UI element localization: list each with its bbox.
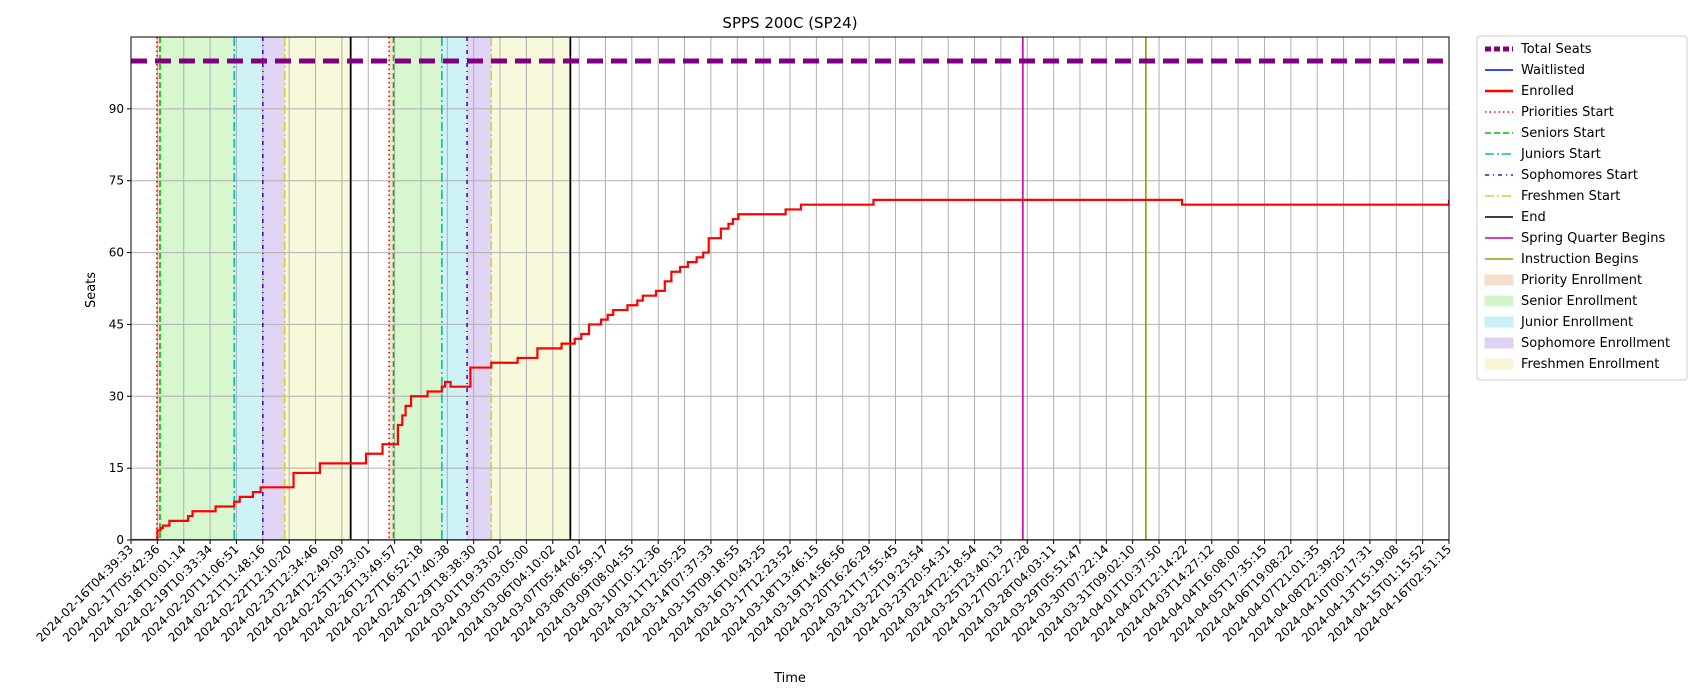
y-tick-label: 15 (109, 461, 124, 475)
span-sophomore-enrollment (262, 37, 285, 540)
legend-box (1476, 35, 1688, 381)
legend-swatch (1484, 316, 1514, 328)
grid (130, 37, 1450, 541)
legend-swatch (1484, 358, 1514, 370)
legend-label: Freshmen Enrollment (1521, 357, 1659, 372)
x-axis-label: Time (773, 671, 806, 686)
legend-swatch (1484, 274, 1514, 286)
legend-label: Enrolled (1521, 84, 1574, 99)
legend-label: Sophomores Start (1521, 168, 1638, 183)
legend-label: Sophomore Enrollment (1521, 336, 1670, 351)
legend: Total Seats Waitlisted Enrolled Priorities … (1476, 35, 1688, 381)
legend-label: Waitlisted (1521, 63, 1585, 78)
span-junior-enrollment (234, 37, 263, 540)
span-sophomore-enrollment (467, 37, 492, 540)
legend-swatch (1484, 295, 1514, 307)
y-tick-label: 45 (109, 317, 124, 331)
legend-swatch (1484, 337, 1514, 349)
legend-label: Spring Quarter Begins (1521, 231, 1665, 246)
span-freshmen-enrollment (284, 37, 351, 540)
legend-label: Freshmen Start (1521, 189, 1620, 204)
y-tick-label: 90 (109, 102, 124, 116)
legend-label: Seniors Start (1521, 126, 1605, 141)
y-axis-label: Seats (84, 272, 99, 308)
span-freshmen-enrollment (491, 37, 571, 540)
legend-label: End (1521, 210, 1546, 225)
span-priority-enrollment (156, 37, 160, 540)
legend-label: Senior Enrollment (1521, 294, 1637, 309)
legend-label: Total Seats (1520, 42, 1592, 57)
span-senior-enrollment (393, 37, 442, 540)
span-priority-enrollment (389, 37, 394, 540)
series-enrolled (131, 198, 1449, 540)
legend-label: Priority Enrollment (1521, 273, 1642, 288)
plot-area: 01530456075902024-02-16T04:39:332024-02-… (34, 36, 1454, 645)
series-group (131, 58, 1449, 540)
legend-label: Priorities Start (1521, 105, 1614, 120)
y-tick-label: 60 (109, 246, 124, 260)
legend-label: Instruction Begins (1521, 252, 1639, 267)
legend-label: Junior Enrollment (1520, 315, 1633, 330)
legend-label: Juniors Start (1520, 147, 1601, 162)
span-junior-enrollment (441, 37, 468, 540)
y-tick-label: 0 (116, 533, 124, 547)
y-tick-label: 75 (109, 174, 124, 188)
chart-title: SPPS 200C (SP24) (722, 14, 857, 32)
span-senior-enrollment (159, 37, 235, 540)
y-tick-label: 30 (109, 389, 124, 403)
